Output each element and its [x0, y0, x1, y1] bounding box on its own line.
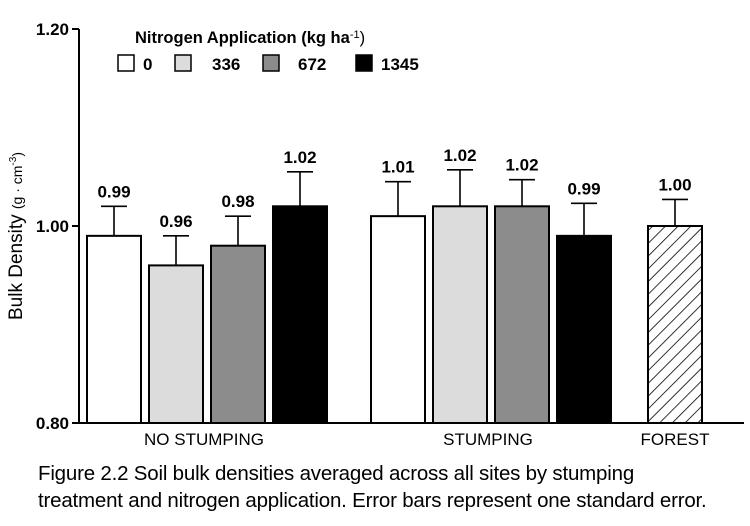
data-label-1-1: 1.02 — [443, 146, 476, 165]
legend-swatch-1 — [174, 54, 192, 72]
group-label-2: FOREST — [641, 430, 710, 449]
group-label-1: STUMPING — [443, 430, 533, 449]
y-tick-label-2: 1.20 — [36, 20, 69, 39]
y-axis-label: Bulk Density (g · cm-3) — [6, 152, 27, 320]
bar-0-3 — [272, 205, 328, 424]
bulk-density-chart: 0.80 1.00 1.20 Bulk Density (g · cm-3) 0.99… — [6, 20, 744, 449]
data-label-0-2: 0.98 — [221, 192, 254, 211]
y-tick-label-1: 1.00 — [36, 217, 69, 236]
bar-0-0 — [86, 234, 142, 424]
y-tick-label-0: 0.80 — [36, 414, 69, 433]
data-label-0-0: 0.99 — [97, 182, 130, 201]
legend-label-0: 0 — [143, 55, 152, 74]
bar-1-1 — [432, 205, 488, 424]
legend-swatch-2 — [262, 54, 280, 72]
bar-1-0 — [370, 215, 426, 424]
legend-label-1: 336 — [212, 55, 240, 74]
bar-1-3 — [556, 234, 612, 424]
legend-swatch-3 — [355, 54, 373, 72]
legend-title: Nitrogen Application (kg ha-1) — [135, 29, 365, 47]
data-label-1-0: 1.01 — [381, 158, 414, 177]
data-label-2-0: 1.00 — [658, 175, 691, 194]
bar-0-2 — [210, 244, 266, 424]
caption-line-2: treatment and nitrogen application. Erro… — [38, 489, 707, 512]
data-label-1-3: 0.99 — [567, 179, 600, 198]
data-label-0-3: 1.02 — [283, 148, 316, 167]
data-label-0-1: 0.96 — [159, 212, 192, 231]
data-label-1-2: 1.02 — [505, 156, 538, 175]
figure-caption: Figure 2.2 Soil bulk densities averaged … — [38, 460, 744, 514]
caption-line-1: Figure 2.2 Soil bulk densities averaged … — [38, 462, 635, 485]
legend-label-2: 672 — [298, 55, 326, 74]
bar-1-2 — [494, 205, 550, 424]
legend-label-3: 1345 — [381, 55, 419, 74]
bar-0-1 — [148, 264, 204, 424]
bar-2-0 — [647, 225, 703, 424]
group-label-0: NO STUMPING — [144, 430, 264, 449]
legend-swatch-0 — [117, 54, 135, 72]
